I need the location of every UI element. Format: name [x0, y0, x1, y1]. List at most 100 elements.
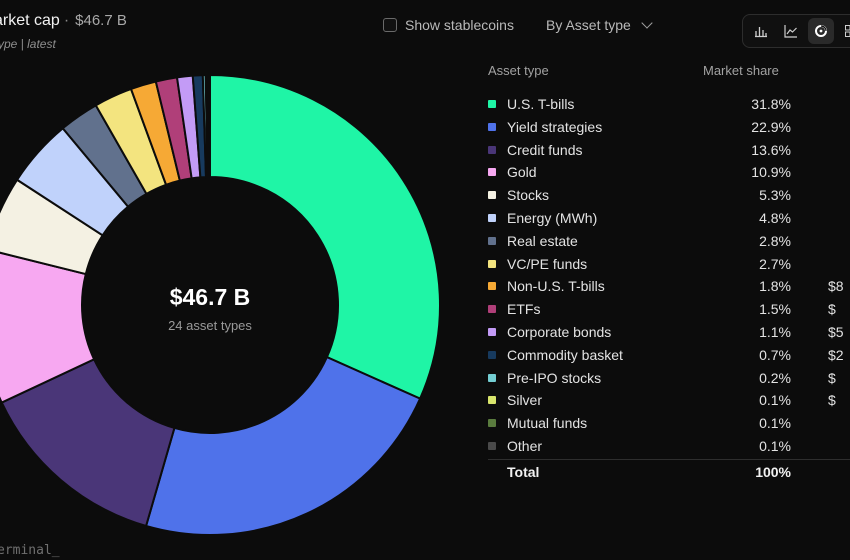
legend-swatch	[488, 168, 496, 177]
legend-swatch	[488, 100, 496, 108]
total-share: 100%	[755, 464, 791, 480]
group-by-dropdown[interactable]: By Asset type	[546, 17, 653, 33]
show-stablecoins-toggle[interactable]: Show stablecoins	[383, 17, 514, 33]
legend-market-share: 0.7%	[759, 346, 791, 363]
stablecoins-checkbox[interactable]	[383, 18, 397, 32]
legend-row[interactable]: Commodity basket 0.7% $2	[488, 344, 850, 367]
donut-chart	[0, 73, 441, 536]
legend-swatch	[488, 213, 496, 222]
legend-asset-name: Stocks	[507, 187, 550, 204]
chart-subtitle: ype | latest	[0, 37, 56, 51]
legend-row[interactable]: U.S. T-bills 31.8%	[488, 93, 850, 116]
legend-row[interactable]: Yield strategies 22.9%	[488, 116, 850, 139]
legend-market-cap: $2	[828, 346, 844, 363]
legend-asset-name: ETFs	[507, 301, 541, 318]
legend-market-share: 4.8%	[759, 209, 791, 226]
chart-view-toggle	[742, 14, 850, 48]
legend-swatch	[488, 396, 496, 405]
legend-market-share: 0.2%	[759, 369, 791, 386]
legend-swatch	[488, 282, 496, 291]
legend-asset-name: Other	[507, 437, 543, 454]
legend-swatch	[488, 327, 496, 336]
legend-row[interactable]: Silver 0.1% $	[488, 389, 850, 412]
title-total-value: $46.7 B	[75, 12, 127, 29]
chart-title: arket cap · $46.7 B	[0, 12, 127, 30]
donut-slice[interactable]	[144, 355, 422, 536]
legend-asset-name: Credit funds	[507, 141, 583, 158]
legend-swatch	[488, 419, 496, 428]
donut-slice[interactable]	[207, 73, 211, 179]
legend-market-share: 13.6%	[751, 141, 791, 158]
legend-swatch	[488, 145, 496, 154]
line-chart-icon	[784, 25, 797, 38]
legend-market-share: 5.3%	[759, 187, 791, 204]
legend-table: U.S. T-bills 31.8% Yield strategies 22.9% Cr…	[488, 93, 850, 458]
legend-row[interactable]: Energy (MWh) 4.8%	[488, 207, 850, 230]
grid-view-button[interactable]	[838, 18, 850, 44]
legend-row[interactable]: Mutual funds 0.1%	[488, 412, 850, 435]
legend-swatch	[488, 373, 496, 382]
donut-view-button[interactable]	[808, 18, 834, 44]
chevron-down-icon	[641, 17, 653, 29]
legend-asset-name: Mutual funds	[507, 415, 588, 432]
legend-asset-name: Energy (MWh)	[507, 209, 598, 226]
legend-asset-name: Non-U.S. T-bills	[507, 278, 605, 295]
stablecoins-label: Show stablecoins	[405, 17, 514, 33]
legend-swatch	[488, 122, 496, 131]
legend-swatch	[488, 441, 496, 450]
donut-slice[interactable]	[209, 73, 441, 400]
total-divider	[488, 459, 850, 460]
legend-swatch	[488, 236, 496, 245]
legend-row[interactable]: Stocks 5.3%	[488, 184, 850, 207]
legend-swatch	[488, 350, 496, 359]
legend-market-cap: $	[828, 392, 836, 409]
legend-market-share: 31.8%	[751, 96, 791, 112]
legend-market-share: 2.8%	[759, 232, 791, 249]
legend-market-share: 0.1%	[759, 392, 791, 409]
legend-row[interactable]: ETFs 1.5% $	[488, 298, 850, 321]
legend-market-share: 10.9%	[751, 164, 791, 181]
legend-header-asset-type[interactable]: Asset type	[488, 63, 549, 78]
legend-asset-name: Silver	[507, 392, 543, 409]
legend-row[interactable]: Other 0.1%	[488, 435, 850, 458]
legend-row[interactable]: Pre-IPO stocks 0.2% $	[488, 367, 850, 390]
total-label: Total	[507, 464, 540, 480]
legend-market-cap: $	[828, 301, 836, 318]
group-by-label: By Asset type	[546, 17, 631, 33]
legend-row[interactable]: Non-U.S. T-bills 1.8% $8	[488, 275, 850, 298]
legend-asset-name: Yield strategies	[507, 118, 603, 135]
legend-market-share: 1.8%	[759, 278, 791, 295]
legend-asset-name: Corporate bonds	[507, 323, 612, 340]
legend-asset-name: Commodity basket	[507, 346, 623, 363]
legend-asset-name: Pre-IPO stocks	[507, 369, 602, 386]
legend-row[interactable]: Real estate 2.8%	[488, 230, 850, 253]
bar-view-button[interactable]	[748, 18, 774, 44]
legend-row[interactable]: Credit funds 13.6%	[488, 139, 850, 162]
legend-market-share: 0.1%	[759, 437, 791, 454]
chart-title-text: arket cap	[0, 12, 60, 29]
donut-center-subtitle: 24 asset types	[168, 318, 252, 333]
legend-market-share: 22.9%	[751, 118, 791, 135]
legend-market-share: 0.1%	[759, 415, 791, 432]
legend-asset-name: Real estate	[507, 232, 578, 249]
legend-asset-name: Gold	[507, 164, 537, 181]
legend-row[interactable]: Gold 10.9%	[488, 161, 850, 184]
legend-market-cap: $8	[828, 278, 844, 295]
donut-slice[interactable]	[0, 249, 96, 404]
bar-chart-icon	[755, 27, 767, 38]
legend-row[interactable]: VC/PE funds 2.7%	[488, 253, 850, 276]
line-view-button[interactable]	[778, 18, 804, 44]
legend-row[interactable]: Corporate bonds 1.1% $5	[488, 321, 850, 344]
legend-total-row: Total 100%	[488, 464, 850, 482]
legend-swatch	[488, 191, 496, 200]
legend-market-share: 1.1%	[759, 323, 791, 340]
legend-swatch	[488, 305, 496, 314]
watermark-logo: erminal_	[0, 543, 60, 558]
legend-swatch	[488, 259, 496, 268]
legend-header-market-share[interactable]: Market share	[703, 63, 779, 78]
donut-center-total: $46.7 B	[169, 284, 251, 310]
legend-asset-name: U.S. T-bills	[507, 96, 575, 112]
legend-asset-name: VC/PE funds	[507, 255, 588, 272]
grid-icon	[845, 25, 850, 37]
title-separator: ·	[63, 12, 70, 29]
